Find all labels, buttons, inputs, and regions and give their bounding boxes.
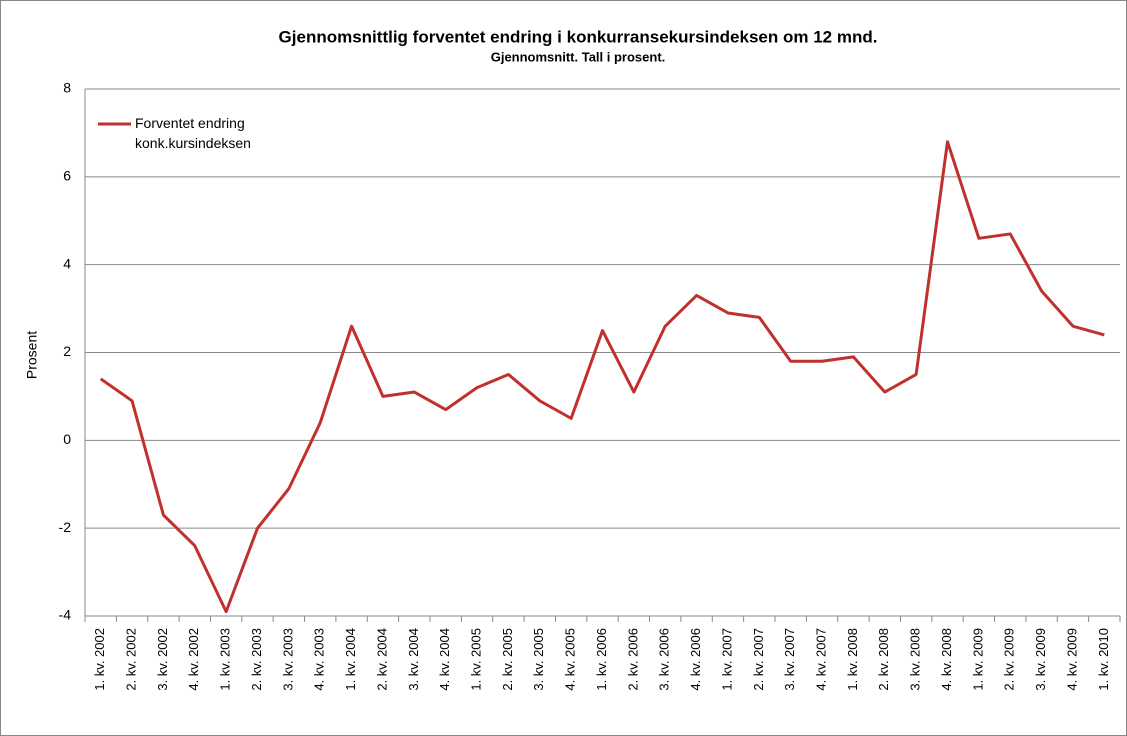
x-tick-label: 1. kv. 2010 (1096, 628, 1111, 691)
x-tick-label: 2. kv. 2008 (876, 628, 891, 691)
x-tick-label: 1. kv. 2005 (468, 628, 483, 691)
x-tick-label: 1. kv. 2006 (594, 628, 609, 691)
x-tick-label: 3. kv. 2008 (908, 628, 923, 691)
x-tick-label: 1. kv. 2003 (218, 628, 233, 691)
y-tick-label: -2 (59, 519, 72, 535)
x-tick-label: 1. kv. 2008 (845, 628, 860, 691)
legend-label: Forventet endring konk.kursindeksen (135, 115, 251, 151)
x-tick-label: 3. kv. 2004 (406, 628, 421, 691)
y-tick-label: 6 (63, 168, 71, 184)
x-tick-label: 3. kv. 2003 (280, 628, 295, 691)
y-tick-label: 0 (63, 431, 71, 447)
x-tick-label: 3. kv. 2005 (531, 628, 546, 691)
y-tick-label: 4 (63, 255, 71, 271)
x-tick-label: 2. kv. 2005 (500, 628, 515, 691)
x-tick-label: 3. kv. 2009 (1033, 628, 1048, 691)
x-tick-label: 2. kv. 2002 (123, 628, 138, 691)
x-tick-label: 1. kv. 2004 (343, 628, 358, 691)
x-tick-label: 4. kv. 2003 (312, 628, 327, 691)
x-tick-label: 2. kv. 2006 (625, 628, 640, 691)
x-tick-label: 4. kv. 2006 (688, 628, 703, 691)
data-line (99, 140, 1105, 614)
x-tick-label: 4. kv. 2009 (1064, 628, 1079, 691)
y-tick-label: 2 (63, 343, 71, 359)
y-tick-label: -4 (59, 607, 72, 623)
x-tick-label: 4. kv. 2004 (437, 628, 452, 691)
chart-title: Gjennomsnittlig forventet endring i konk… (279, 27, 878, 46)
x-tick-label: 3. kv. 2007 (782, 628, 797, 691)
x-tick-label: 3. kv. 2002 (155, 628, 170, 691)
x-tick-label: 2. kv. 2009 (1002, 628, 1017, 691)
x-tick-label: 1. kv. 2009 (970, 628, 985, 691)
x-tick-label: 3. kv. 2006 (657, 628, 672, 691)
x-tick-label: 1. kv. 2002 (92, 628, 107, 691)
x-tick-label: 4. kv. 2007 (813, 628, 828, 691)
x-tick-label: 2. kv. 2003 (249, 628, 264, 691)
x-tick-label: 4. kv. 2008 (939, 628, 954, 691)
x-tick-label: 1. kv. 2007 (719, 628, 734, 691)
y-tick-label: 8 (63, 80, 71, 96)
x-tick-label: 4. kv. 2002 (186, 628, 201, 691)
y-axis-label: Prosent (24, 331, 40, 379)
x-tick-label: 2. kv. 2007 (751, 628, 766, 691)
chart-subtitle: Gjennomsnitt. Tall i prosent. (491, 49, 666, 64)
x-tick-label: 4. kv. 2005 (563, 628, 578, 691)
x-tick-label: 2. kv. 2004 (374, 628, 389, 691)
